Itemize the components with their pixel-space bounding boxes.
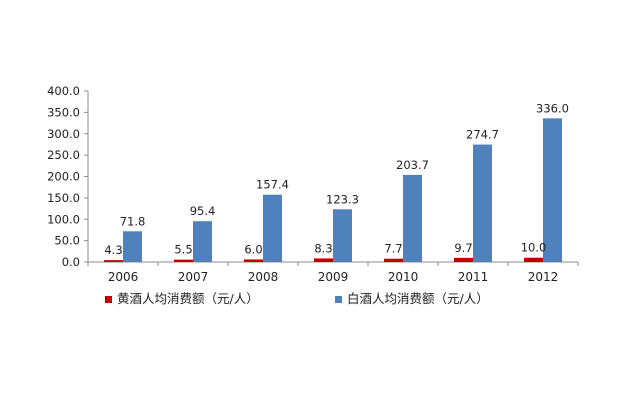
- data-label-baijiu: 203.7: [396, 158, 429, 172]
- data-label-baijiu: 71.8: [120, 214, 146, 228]
- y-tick-label: 350.0: [47, 105, 80, 119]
- x-tick-label: 2012: [528, 270, 559, 284]
- data-label-huangjiu: 7.7: [384, 242, 402, 256]
- x-tick-label: 2006: [108, 270, 139, 284]
- x-tick-label: 2011: [458, 270, 489, 284]
- data-label-baijiu: 95.4: [190, 204, 216, 218]
- bars: [104, 118, 562, 262]
- bar-huangjiu: [384, 258, 403, 262]
- bar-baijiu: [333, 209, 352, 262]
- legend-label: 黄酒人均消费额（元/人）: [117, 291, 259, 306]
- x-tick-label: 2008: [248, 270, 279, 284]
- bar-huangjiu: [314, 258, 333, 262]
- data-label-huangjiu: 5.5: [174, 243, 192, 257]
- bar-huangjiu: [244, 259, 263, 262]
- y-tick-label: 100.0: [47, 212, 80, 226]
- data-label-huangjiu: 4.3: [104, 243, 122, 257]
- bar-baijiu: [193, 221, 212, 262]
- y-tick-label: 200.0: [47, 170, 80, 184]
- bar-baijiu: [123, 231, 142, 262]
- x-tick-label: 2010: [388, 270, 419, 284]
- bar-huangjiu: [524, 257, 543, 262]
- data-label-huangjiu: 6.0: [244, 242, 262, 256]
- data-label-baijiu: 274.7: [466, 128, 499, 142]
- bar-baijiu: [263, 194, 282, 262]
- x-axis: 2006 2007 2008 2009 2010 2011 2012: [87, 261, 579, 284]
- legend-swatch: [335, 296, 342, 303]
- x-tick-label: 2007: [178, 270, 209, 284]
- data-label-baijiu: 157.4: [256, 178, 289, 192]
- data-label-baijiu: 336.0: [536, 101, 569, 115]
- bar-baijiu: [403, 174, 422, 262]
- y-tick-label: 50.0: [54, 234, 80, 248]
- bar-baijiu: [473, 144, 492, 262]
- bar-baijiu: [543, 118, 562, 262]
- legend-label: 白酒人均消费额（元/人）: [347, 291, 489, 306]
- y-axis: 0.0 50.0 100.0 150.0 200.0 250.0 300.0 350.0 400…: [47, 84, 89, 269]
- y-tick-label: 400.0: [47, 84, 80, 98]
- y-tick-label: 150.0: [47, 191, 80, 205]
- legend: 黄酒人均消费额（元/人） 白酒人均消费额（元/人）: [105, 291, 489, 306]
- bar-huangjiu: [454, 257, 473, 262]
- y-tick-label: 300.0: [47, 127, 80, 141]
- data-labels: 4.3 71.8 5.5 95.4 6.0 157.4 8.3 123.3 7.7 203.7 9.…: [104, 101, 569, 257]
- legend-swatch: [105, 296, 112, 303]
- y-tick-label: 0.0: [62, 255, 80, 269]
- y-tick-label: 250.0: [47, 148, 80, 162]
- bar-huangjiu: [104, 260, 123, 262]
- bar-huangjiu: [174, 259, 193, 262]
- data-label-baijiu: 123.3: [326, 192, 359, 206]
- data-label-huangjiu: 10.0: [521, 241, 547, 255]
- x-tick-label: 2009: [318, 270, 349, 284]
- data-label-huangjiu: 9.7: [454, 241, 472, 255]
- data-label-huangjiu: 8.3: [314, 241, 332, 255]
